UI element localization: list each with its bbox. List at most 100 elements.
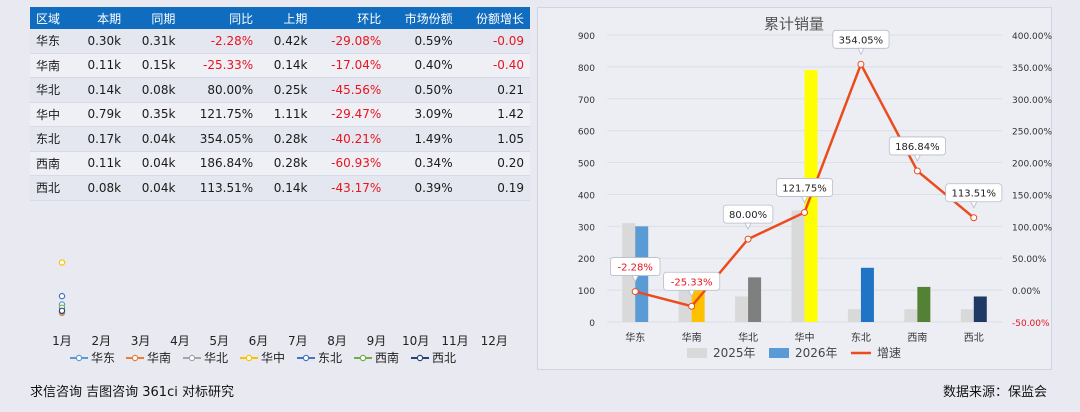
- y-tick-label: 800: [578, 64, 595, 74]
- data-point: [58, 292, 66, 300]
- region-sales-table: 区域 本期 同期 同比 上期 环比 市场份额 份额增长 华东 0.30k 0.31k -2.28% 0…: [30, 7, 530, 201]
- table-cell: 0.14k: [72, 77, 128, 103]
- y2-tick-label: 300.00%: [1012, 96, 1052, 106]
- table-cell: 1.05: [458, 126, 530, 152]
- y-tick-label: 0: [589, 319, 595, 329]
- y2-tick-label: -50.00%: [1012, 319, 1050, 329]
- table-header-cell: 同比: [181, 7, 260, 29]
- y-tick-label: 900: [578, 32, 595, 42]
- x-tick-label: 6月: [249, 334, 269, 348]
- x-tick-label: 7月: [288, 334, 308, 348]
- growth-point: [688, 302, 696, 310]
- table-cell: 0.08k: [127, 77, 182, 103]
- legend-marker: [359, 354, 367, 362]
- legend-label: 2026年: [795, 346, 838, 360]
- table-row: 华东 0.30k 0.31k -2.28% 0.42k -29.08% 0.59% -0.09: [30, 29, 530, 54]
- data-label: 113.51%: [952, 189, 997, 200]
- table-cell: 354.05%: [181, 126, 260, 152]
- y2-tick-label: 150.00%: [1012, 191, 1052, 201]
- table-cell: 0.11k: [72, 151, 128, 176]
- legend-label: 华北: [204, 351, 228, 365]
- table-cell: 0.79k: [72, 102, 128, 127]
- table-header-row: 区域 本期 同期 同比 上期 环比 市场份额 份额增长: [30, 7, 530, 29]
- x-tick-label: 2月: [91, 334, 111, 348]
- data-label: 80.00%: [729, 210, 767, 221]
- table-cell: 0.19: [458, 175, 530, 201]
- legend-swatch: [687, 348, 707, 358]
- table-cell: 0.17k: [72, 126, 128, 152]
- data-label-pointer: [800, 196, 809, 204]
- y-tick-label: 500: [578, 160, 595, 170]
- table-cell: 1.49%: [387, 126, 459, 152]
- y-tick-label: 600: [578, 128, 595, 138]
- x-tick-label: 11月: [441, 334, 468, 348]
- table-cell: 0.21: [458, 77, 530, 103]
- bar-2026: [973, 296, 987, 322]
- table-cell: 0.59%: [387, 29, 459, 54]
- table-cell: 113.51%: [181, 175, 260, 201]
- table-cell: -2.28%: [181, 29, 260, 54]
- table-cell: -45.56%: [313, 77, 388, 103]
- x-tick-label: 华东: [625, 331, 645, 344]
- table-row: 华北 0.14k 0.08k 80.00% 0.25k -45.56% 0.50% 0.21: [30, 77, 530, 103]
- y-tick-label: 200: [578, 255, 595, 265]
- table-row: 西南 0.11k 0.04k 186.84% 0.28k -60.93% 0.34% 0.20: [30, 151, 530, 176]
- legend-label: 西南: [375, 350, 399, 365]
- table-cell: 0.14k: [259, 175, 314, 201]
- x-tick-label: 西南: [907, 331, 927, 344]
- x-tick-label: 9月: [367, 334, 387, 348]
- y2-tick-label: 400.00%: [1012, 32, 1052, 42]
- data-label-pointer: [631, 275, 639, 283]
- data-label-pointer: [687, 289, 696, 298]
- x-tick-label: 1月: [52, 334, 72, 348]
- table-cell: 0.04k: [127, 126, 182, 152]
- y2-tick-label: 350.00%: [1012, 64, 1052, 74]
- legend-marker: [75, 354, 83, 362]
- legend-marker: [416, 354, 424, 362]
- table-cell: 0.28k: [259, 126, 314, 152]
- y2-tick-label: 100.00%: [1012, 223, 1052, 233]
- table-cell: -29.47%: [313, 102, 388, 127]
- table-cell: 1.11k: [259, 102, 314, 127]
- legend-label: 增速: [877, 346, 901, 360]
- y-tick-label: 700: [578, 96, 595, 106]
- legend-marker: [245, 354, 253, 362]
- x-tick-label: 5月: [209, 334, 229, 348]
- table-cell: -0.09: [458, 29, 530, 54]
- legend-label: 西北: [432, 351, 456, 365]
- table-cell: -17.04%: [313, 53, 388, 78]
- table-header-cell: 同期: [127, 7, 182, 29]
- legend-label: 华南: [147, 350, 171, 365]
- x-tick-label: 8月: [327, 334, 347, 348]
- bar-2026: [748, 277, 762, 322]
- table-header-cell: 本期: [72, 7, 128, 29]
- growth-point: [801, 208, 808, 216]
- data-label: 121.75%: [782, 183, 827, 194]
- bar-2025: [960, 309, 974, 322]
- footer-source: 数据来源：保监会: [942, 385, 1047, 400]
- table-cell: 0.28k: [259, 151, 314, 176]
- table-header-cell: 环比: [313, 7, 388, 29]
- x-tick-label: 华中: [795, 331, 815, 344]
- table-cell: -43.17%: [313, 175, 388, 201]
- table-cell: 西南: [30, 151, 73, 176]
- y2-tick-label: 250.00%: [1012, 128, 1052, 138]
- table-cell: 0.15k: [127, 53, 182, 78]
- legend-label: 东北: [318, 351, 342, 365]
- legend-label: 2025年: [713, 346, 756, 360]
- table-cell: 3.09%: [387, 102, 459, 127]
- table-cell: 1.42: [458, 102, 530, 127]
- bar-2025: [904, 309, 918, 322]
- table-header-cell: 市场份额: [387, 7, 459, 29]
- data-label: 186.84%: [895, 142, 940, 153]
- x-tick-label: 东北: [851, 331, 871, 344]
- table-row: 东北 0.17k 0.04k 354.05% 0.28k -40.21% 1.49% 1.05: [30, 126, 530, 152]
- bar-2026: [860, 267, 874, 322]
- growth-point: [970, 214, 978, 222]
- table-cell: -0.40: [458, 53, 530, 78]
- table-cell: 东北: [30, 126, 73, 152]
- table-cell: 0.25k: [259, 77, 314, 103]
- table-cell: 0.20: [458, 151, 530, 176]
- x-tick-label: 10月: [402, 334, 429, 348]
- chart-title: 累计销量: [764, 15, 824, 33]
